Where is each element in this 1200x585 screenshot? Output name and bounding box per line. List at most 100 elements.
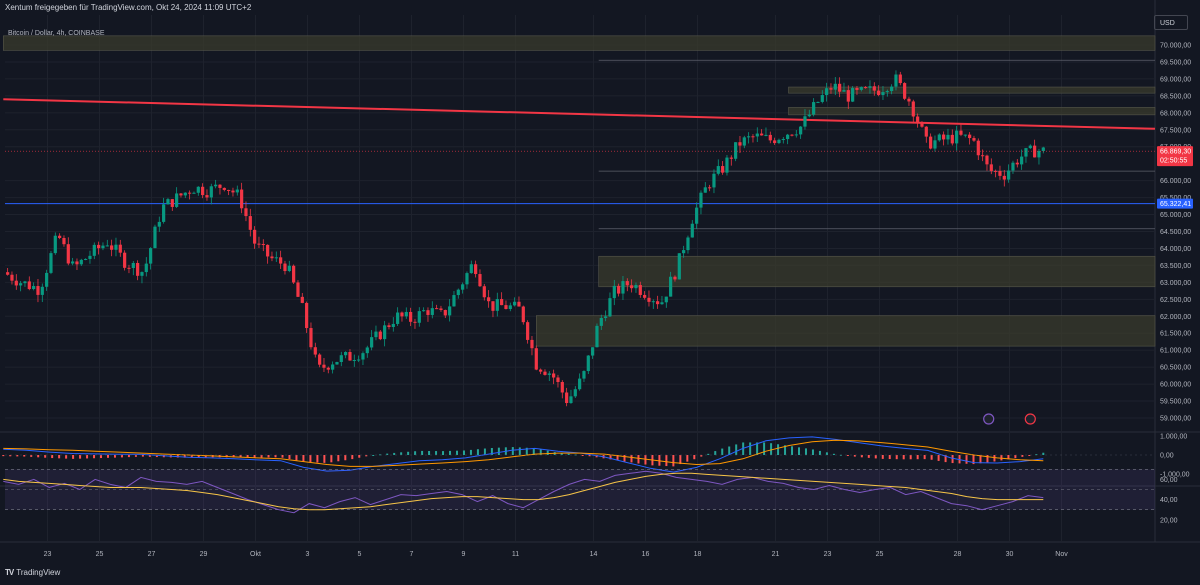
macd-histogram-bar [532,448,535,455]
macd-histogram-bar [623,455,626,462]
price-tick-label: 68.500,00 [1160,93,1191,100]
macd-histogram-bar [972,455,975,465]
macd-histogram-bar [944,455,947,463]
symbol-legend[interactable]: Bitcoin / Dollar, 4h, COINBASE [8,30,105,37]
candle-body [266,244,270,257]
candle-body [1020,156,1024,165]
macd-histogram-bar [449,450,452,455]
candle-body [439,308,443,310]
candle-body [409,311,413,322]
candle-body [608,298,612,317]
macd-histogram-bar [86,455,89,459]
candle-body [734,142,738,159]
rsi-tick-label: 20,00 [1160,517,1178,524]
candle-body [968,134,972,139]
candle-body [378,331,382,340]
candle-body [443,309,447,316]
candle-body [71,261,75,264]
candle-body [877,90,881,96]
macd-tick-label: 0,00 [1160,453,1174,460]
candle-body [240,189,244,209]
candle-body [339,355,343,363]
macd-histogram-bar [239,455,242,458]
macd-histogram-bar [1028,455,1031,456]
candle-body [192,192,196,194]
candle-body [799,126,803,135]
candle-body [222,187,226,190]
candle-body [500,299,504,306]
macd-histogram-bar [197,455,200,458]
candle-body [435,308,439,310]
candle-body [175,193,179,207]
candle-body [101,245,105,249]
macd-histogram-bar [965,455,968,464]
macd-histogram-bar [637,455,640,464]
candle-body [348,352,352,361]
candle-body [846,90,850,102]
time-tick-label: 29 [200,551,208,558]
candle-body [426,310,430,315]
macd-histogram-bar [183,455,186,458]
candle-body [1041,147,1045,151]
candle-body [586,355,590,372]
candle-body [539,369,543,372]
candle-body [937,134,941,141]
macd-histogram-bar [288,455,291,460]
current-price-label: 66.869,30 [1160,149,1191,156]
candle-body [634,285,638,289]
macd-histogram-bar [30,455,33,457]
candle-body [612,285,616,299]
candle-body [768,134,772,141]
macd-tick-label: 1.000,00 [1160,434,1187,441]
macd-histogram-bar [930,455,933,460]
macd-histogram-bar [428,450,431,455]
candle-body [851,88,855,102]
candle-body [144,263,148,273]
candle-body [686,237,690,251]
candle-body [773,140,777,144]
candle-body [279,257,283,264]
tradingview-logo[interactable]: TV TradingView [5,568,60,577]
macd-histogram-bar [407,451,410,455]
candle-body [578,378,582,390]
time-tick-label: 16 [642,551,650,558]
candle-body [504,305,508,309]
price-tick-label: 69.500,00 [1160,59,1191,66]
candle-body [140,272,144,276]
price-tick-label: 63.500,00 [1160,263,1191,270]
currency-selector[interactable]: USD [1154,15,1188,30]
candle-body [110,245,114,250]
candle-body [196,186,200,193]
candle-body [214,184,218,187]
time-tick-label: 23 [824,551,832,558]
candle-body [23,281,27,284]
tradingview-logo-icon: TV [5,568,14,577]
time-tick-label: 25 [96,551,104,558]
macd-histogram-bar [323,455,326,463]
macd-histogram-bar [490,447,493,455]
macd-histogram-bar [58,455,61,459]
candle-body [205,195,209,198]
macd-histogram-bar [106,455,109,458]
candle-body [322,364,326,368]
macd-histogram-bar [51,455,54,459]
candle-body [1024,148,1028,157]
rsi-line [3,472,1044,511]
candle-body [591,347,595,356]
macd-histogram-bar [902,455,905,460]
candle-body [292,265,296,283]
macd-histogram-bar [616,455,619,461]
candle-body [716,166,720,174]
footer-bar [0,566,1200,580]
candle-body [864,87,868,89]
macd-histogram-bar [246,455,249,458]
candle-body [19,283,23,286]
candle-body [1015,162,1019,165]
candle-body [959,130,963,135]
time-tick-label: 9 [462,551,466,558]
macd-histogram-bar [1000,455,1003,461]
candle-body [820,95,824,102]
candle-body [149,248,153,264]
